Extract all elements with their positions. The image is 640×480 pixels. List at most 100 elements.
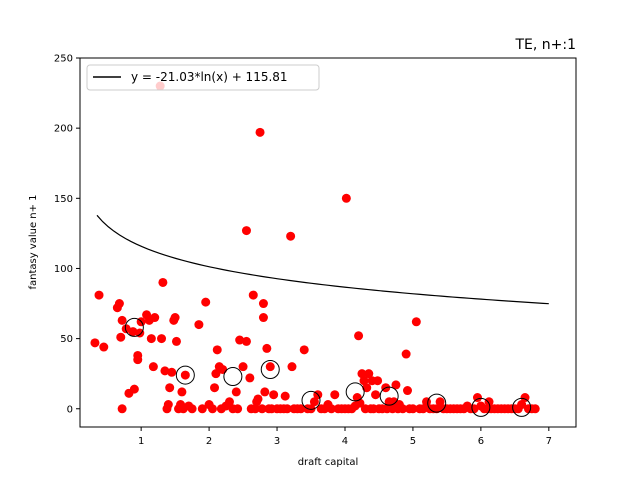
- scatter-point: [150, 313, 160, 323]
- legend-label: y = -21.03*ln(x) + 115.81: [131, 70, 288, 84]
- scatter-point: [258, 299, 268, 309]
- scatter-point: [135, 328, 145, 338]
- scatter-point: [330, 390, 340, 400]
- scatter-point: [133, 350, 143, 360]
- scatter-point: [224, 397, 234, 407]
- scatter-point: [235, 335, 245, 345]
- x-tick-label: 3: [274, 436, 280, 447]
- bin-mean-marker: [512, 397, 532, 417]
- scatter-point: [250, 404, 260, 414]
- scatter-point: [160, 366, 170, 376]
- scatter-point: [211, 369, 221, 379]
- bin-mean-marker: [427, 393, 447, 413]
- x-tick-label: 1: [138, 436, 144, 447]
- plot-area: [90, 81, 549, 417]
- scatter-point: [282, 404, 292, 414]
- scatter-point: [362, 383, 372, 393]
- scatter-point: [158, 277, 168, 287]
- scatter-point: [296, 404, 306, 414]
- scatter-point: [260, 387, 270, 397]
- scatter-point: [201, 297, 211, 307]
- scatter-point: [408, 404, 418, 414]
- scatter-point: [114, 299, 124, 309]
- scatter-point: [116, 332, 126, 342]
- scatter-point: [210, 383, 220, 393]
- legend: y = -21.03*ln(x) + 115.81: [86, 64, 320, 91]
- scatter-point: [233, 404, 243, 414]
- scatter-point: [484, 397, 494, 407]
- scatter-point: [306, 404, 316, 414]
- scatter-point: [180, 370, 190, 380]
- y-tick-label: 0: [67, 404, 73, 415]
- scatter-point: [364, 369, 374, 379]
- x-tick-label: 7: [546, 436, 552, 447]
- scatter-point: [326, 404, 336, 414]
- scatter-point: [163, 400, 173, 410]
- fit-line: [96, 214, 549, 305]
- scatter-point: [371, 390, 381, 400]
- x-tick-label: 5: [410, 436, 416, 447]
- scatter-point: [287, 362, 297, 372]
- scatter-point: [269, 390, 279, 400]
- scatter-point: [309, 397, 319, 407]
- scatter-point: [354, 331, 364, 341]
- scatter-point: [207, 404, 217, 414]
- scatter-point: [286, 231, 296, 241]
- scatter-point: [148, 362, 158, 372]
- scatter-point: [129, 384, 139, 394]
- scatter-point: [517, 400, 527, 410]
- scatter-point: [432, 404, 442, 414]
- chart-title: TE, n+:1: [514, 37, 576, 53]
- y-axis: 0 50 100 150 200 250: [54, 54, 80, 415]
- scatter-point: [94, 290, 104, 300]
- scatter-point: [411, 317, 421, 327]
- axes-frame: [79, 57, 577, 428]
- y-axis-label: fantasy value n+ 1: [28, 194, 39, 289]
- scatter-point: [391, 380, 401, 390]
- y-tick-label: 250: [54, 54, 73, 65]
- scatter-point: [359, 376, 369, 386]
- scatter-point: [146, 334, 156, 344]
- x-axis: 1 2 3 4 5 6 7: [138, 427, 552, 447]
- bin-mean-marker: [471, 397, 491, 417]
- scatter-point: [403, 386, 412, 396]
- scatter-point: [197, 404, 207, 414]
- bin-mean-marker: [301, 390, 321, 410]
- scatter-point: [177, 387, 187, 397]
- y-tick-label: 100: [54, 264, 73, 275]
- scatter-point: [218, 364, 228, 374]
- y-tick-label: 50: [60, 334, 73, 345]
- legend-box: [86, 64, 320, 91]
- scatter-point: [418, 404, 428, 414]
- scatter-point: [257, 404, 267, 414]
- scatter-point: [238, 362, 248, 372]
- scatter-point: [90, 338, 100, 348]
- scatter-point: [341, 193, 351, 203]
- scatter-point: [194, 320, 204, 330]
- bin-mean-marker: [124, 317, 144, 337]
- scatter-point: [435, 397, 445, 407]
- scatter-point: [117, 315, 127, 325]
- scatter-point: [117, 404, 127, 414]
- scatter-point: [241, 336, 251, 346]
- bin-mean-marker: [379, 386, 399, 406]
- scatter-point: [262, 343, 272, 353]
- scatter-point: [373, 376, 383, 386]
- scatter-point: [187, 404, 197, 414]
- x-tick-label: 4: [342, 436, 348, 447]
- y-tick-label: 200: [54, 124, 73, 135]
- scatter-point: [253, 394, 263, 404]
- scatter-point: [167, 367, 177, 377]
- scatter-point: [401, 349, 411, 359]
- scatter-point: [157, 334, 167, 344]
- scatter-point: [245, 373, 255, 383]
- scatter-point: [265, 362, 275, 372]
- y-tick-label: 150: [54, 194, 73, 205]
- scatter-point: [99, 342, 109, 352]
- scatter-point: [530, 404, 540, 414]
- scatter-point: [248, 290, 258, 300]
- scatter-point: [128, 327, 138, 337]
- scatter-point: [171, 336, 181, 346]
- bin-mean-marker: [175, 365, 195, 385]
